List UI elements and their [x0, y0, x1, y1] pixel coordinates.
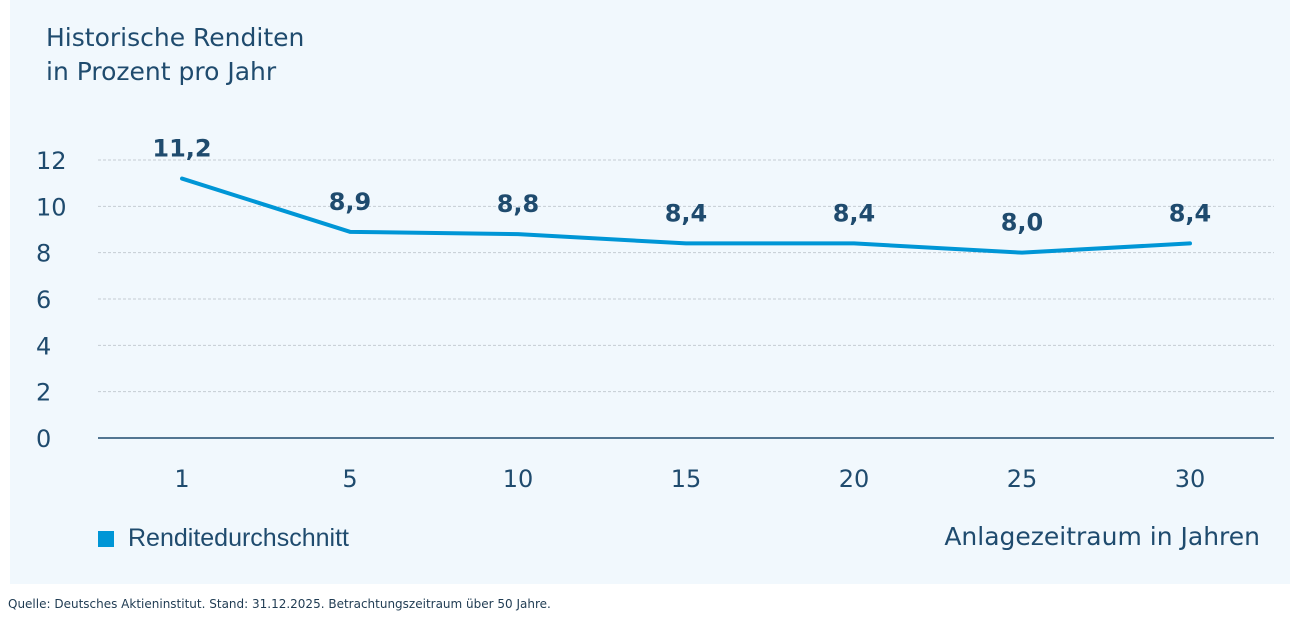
legend: Renditedurchschnitt	[98, 524, 349, 553]
x-tick-label: 25	[1007, 465, 1038, 493]
y-tick-label: 10	[36, 193, 67, 221]
chart-panel: 0 2 4 6 8 10 12 1 5 10 15 20 25 30 11,2 8,9 8,8 8,4 8,4 8,0…	[10, 0, 1290, 584]
legend-label: Renditedurchschnitt	[128, 524, 349, 552]
data-label: 8,4	[665, 199, 708, 227]
x-tick-label: 1	[174, 465, 189, 493]
x-axis-label: Anlagezeitraum in Jahren	[944, 522, 1260, 551]
chart-subtitle: in Prozent pro Jahr	[46, 57, 277, 86]
y-tick-label: 2	[36, 379, 51, 407]
data-label: 8,4	[1169, 199, 1212, 227]
data-label: 8,0	[1001, 209, 1044, 237]
data-label: 8,4	[833, 199, 876, 227]
y-tick-label: 8	[36, 240, 51, 268]
x-tick-label: 30	[1175, 465, 1206, 493]
data-label: 8,8	[497, 190, 540, 218]
legend-swatch	[98, 530, 114, 547]
series-line	[180, 176, 1192, 255]
x-tick-label: 20	[839, 465, 870, 493]
chart-title: Historische Renditen	[46, 23, 305, 52]
x-tick-label: 5	[342, 465, 357, 493]
x-tick-label: 15	[671, 465, 702, 493]
x-tick-label: 10	[503, 465, 534, 493]
data-label: 8,9	[329, 188, 372, 216]
y-tick-label: 12	[36, 147, 67, 175]
source-note: Quelle: Deutsches Aktieninstitut. Stand:…	[8, 597, 551, 611]
y-tick-label: 6	[36, 286, 51, 314]
data-label: 11,2	[152, 135, 211, 163]
y-tick-label: 4	[36, 332, 51, 360]
y-tick-label: 0	[36, 425, 51, 453]
